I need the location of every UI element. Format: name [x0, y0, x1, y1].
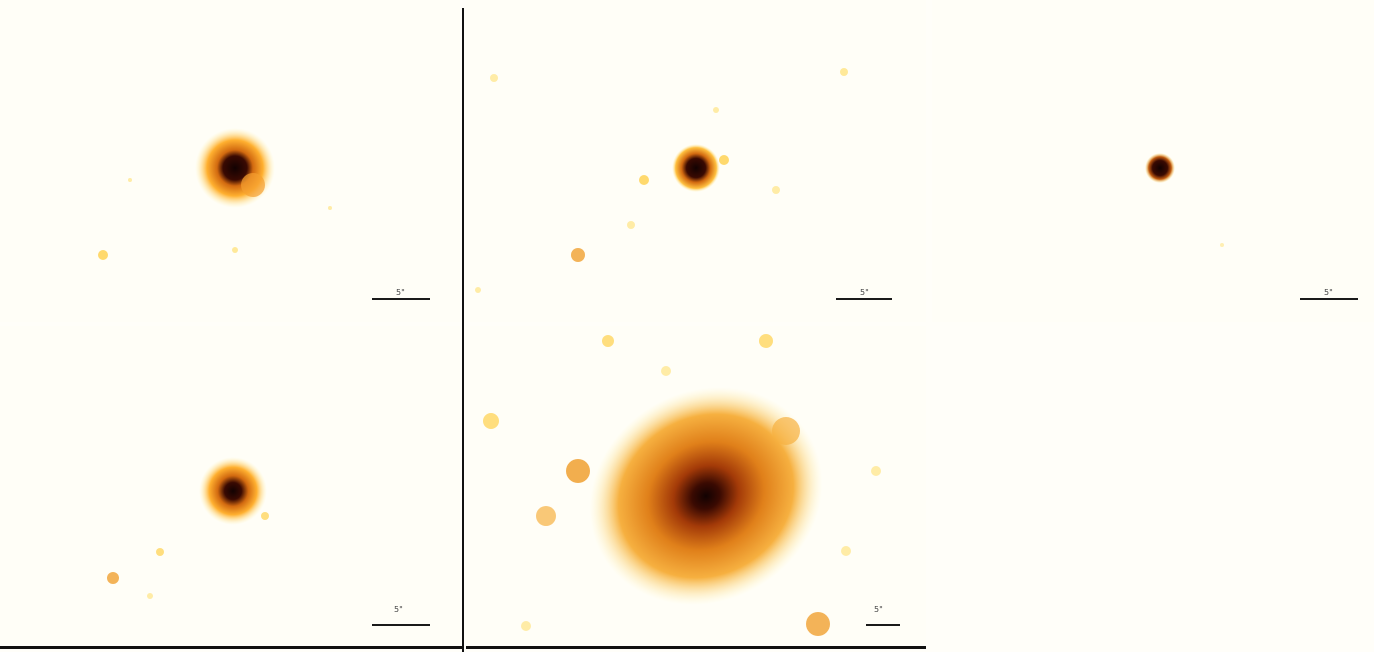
scale-bar [372, 298, 430, 300]
scale-label: 5" [874, 605, 883, 614]
image-panel-top-right: 5" [932, 0, 1374, 322]
scale-bar [866, 624, 900, 626]
scale-bar [1300, 298, 1358, 300]
bottom-border-middle [466, 646, 926, 649]
scale-label: 5" [860, 288, 869, 297]
scale-label: 5" [396, 288, 405, 297]
scale-bar [372, 624, 430, 626]
vertical-divider [462, 8, 464, 652]
source-image [483, 334, 881, 636]
image-panel-bottom-left: 5" [0, 326, 460, 644]
scale-bar [836, 298, 892, 300]
source-image [475, 68, 848, 293]
source-image [1145, 153, 1224, 247]
image-panel-top-middle: 5" [466, 0, 926, 322]
scale-label: 5" [1324, 288, 1333, 297]
bottom-border-left [0, 646, 462, 649]
scale-label: 5" [394, 605, 403, 614]
image-panel-top-left: 5" [0, 0, 460, 322]
source-image [107, 457, 269, 599]
image-panel-bottom-middle: 5" [466, 326, 926, 644]
source-image [98, 128, 332, 260]
